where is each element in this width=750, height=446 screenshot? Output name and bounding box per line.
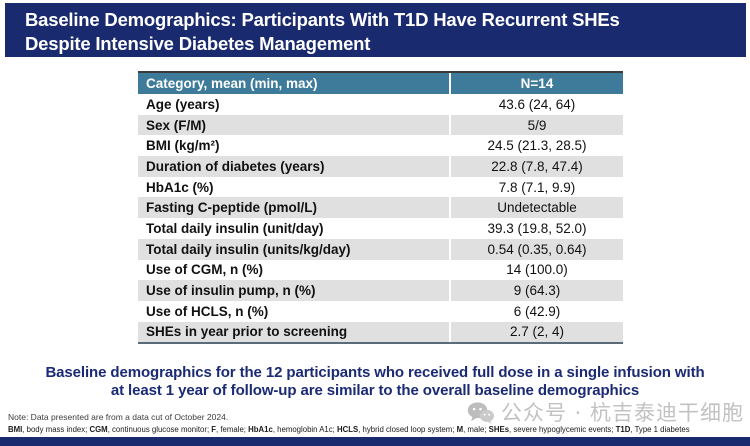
table-row: Duration of diabetes (years) 22.8 (7.8, 4… — [138, 156, 623, 177]
table-row-label: Total daily insulin (units/kg/day) — [138, 238, 451, 260]
table-row-value: 22.8 (7.8, 47.4) — [491, 158, 583, 174]
table-row-label: Fasting C-peptide (pmol/L) — [138, 197, 451, 219]
table-row-value: 43.6 (24, 64) — [498, 96, 576, 112]
wechat-watermark-text: 公众号 · 杭吉泰迪干细胞 — [500, 401, 744, 425]
table-row: Use of CGM, n (%) 14 (100.0) — [138, 259, 623, 281]
table-header-n: N=14 — [520, 76, 554, 91]
table-row-value: 7.8 (7.1, 9.9) — [498, 179, 576, 195]
wechat-icon — [467, 401, 494, 424]
table-row-label: Use of insulin pump, n (%) — [138, 280, 451, 301]
table-body: Age (years) 43.6 (24, 64) Sex (F/M) 5/9 BMI … — [138, 94, 623, 343]
table-row-value: 6 (42.9) — [513, 303, 561, 319]
table-row: SHEs in year prior to screening 2.7 (2, 4… — [138, 321, 623, 343]
table-header-row: Category, mean (min, max) N=14 — [138, 73, 623, 94]
footnote: Note: Data presented are from a data cut… — [8, 412, 229, 422]
table-row-value: 39.3 (19.8, 52.0) — [487, 220, 587, 236]
table-row: Total daily insulin (unit/day) 39.3 (19.8… — [138, 218, 623, 239]
table-row: Fasting C-peptide (pmol/L) Undetectable — [138, 197, 623, 219]
demographics-table: Category, mean (min, max) N=14 Age (year… — [138, 71, 623, 345]
table-row-value: Undetectable — [497, 200, 577, 216]
table-row-label: HbA1c (%) — [138, 176, 451, 198]
table-row-value: 14 (100.0) — [506, 262, 568, 278]
table-row: BMI (kg/m²) 24.5 (21.3, 28.5) — [138, 135, 623, 157]
summary-text: Baseline demographics for the 12 partici… — [0, 364, 750, 399]
table-row-label: SHEs in year prior to screening — [138, 321, 451, 343]
table-row: HbA1c (%) 7.8 (7.1, 9.9) — [138, 176, 623, 198]
table-row-label: Use of HCLS, n (%) — [138, 300, 451, 322]
table-row-value: 5/9 — [527, 117, 547, 133]
page-title-line-1: Baseline Demographics: Participants With… — [25, 9, 620, 30]
table-row: Use of HCLS, n (%) 6 (42.9) — [138, 300, 623, 322]
table-row-label: BMI (kg/m²) — [138, 135, 451, 157]
table-row: Use of insulin pump, n (%) 9 (64.3) — [138, 280, 623, 301]
summary-line-2: at least 1 year of follow-up are similar… — [110, 381, 640, 399]
table-row-label: Age (years) — [138, 94, 451, 115]
abbreviation-list: BMI, body mass index; CGM, continuous gl… — [8, 425, 690, 434]
table-row: Total daily insulin (units/kg/day) 0.54 (… — [138, 238, 623, 260]
table-row: Age (years) 43.6 (24, 64) — [138, 94, 623, 115]
table-row-label: Use of CGM, n (%) — [138, 259, 451, 281]
table-row-label: Sex (F/M) — [138, 114, 451, 136]
table-row-label: Duration of diabetes (years) — [138, 156, 451, 177]
page-title-line-2: Despite Intensive Diabetes Management — [25, 33, 371, 54]
summary-line-1: Baseline demographics for the 12 partici… — [45, 364, 705, 381]
table-row-value: 9 (64.3) — [513, 283, 561, 299]
table-row-value: 2.7 (2, 4) — [509, 324, 565, 340]
table-row-value: 24.5 (21.3, 28.5) — [487, 138, 587, 154]
table-header-category: Category, mean (min, max) — [138, 73, 451, 94]
bottom-bar — [0, 437, 750, 446]
table-row: Sex (F/M) 5/9 — [138, 114, 623, 136]
table-row-label: Total daily insulin (unit/day) — [138, 218, 451, 239]
wechat-watermark: 公众号 · 杭吉泰迪干细胞 — [467, 397, 744, 427]
table-row-value: 0.54 (0.35, 0.64) — [487, 241, 587, 257]
title-bar: Baseline Demographics: Participants With… — [5, 3, 746, 57]
